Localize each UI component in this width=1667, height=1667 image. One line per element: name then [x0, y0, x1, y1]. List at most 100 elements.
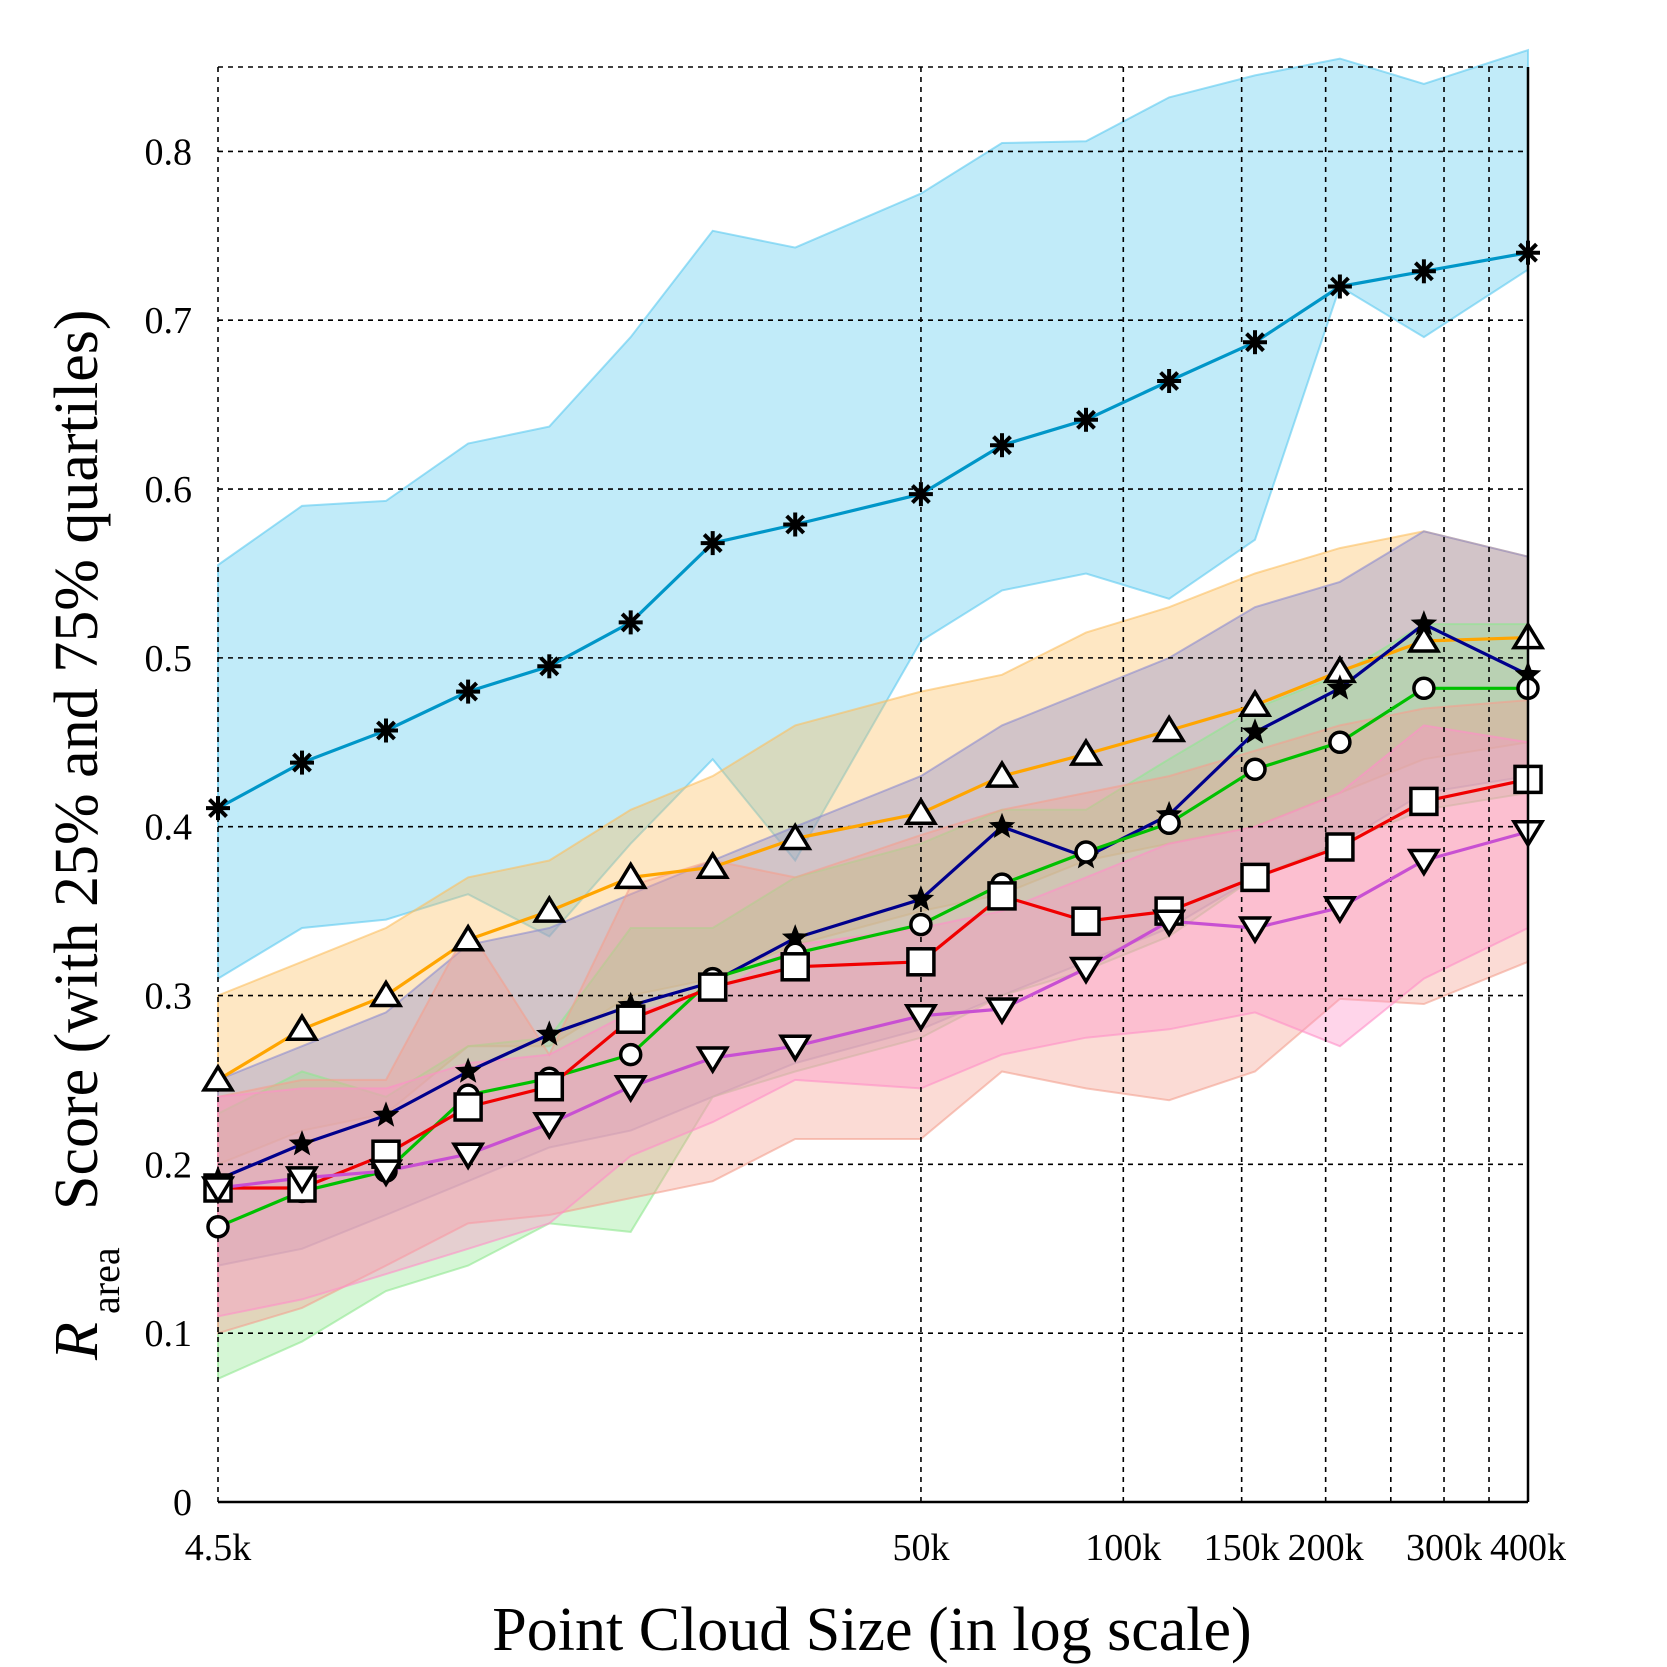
marker-series-1-point-11 — [1151, 714, 1187, 743]
marker-series-4-point-9 — [987, 881, 1017, 911]
marker-series-1-point-9 — [984, 759, 1020, 788]
grid-lines — [217, 66, 1529, 1502]
marker-series-1-point-2 — [368, 979, 404, 1008]
y-axis-label-text: Score (with 25% and 75% quartiles) — [43, 310, 111, 1210]
marker-series-3-point-0 — [206, 1215, 230, 1239]
x-tick-label-0: 4.5k — [185, 1527, 252, 1569]
marker-series-2-point-2 — [372, 1101, 400, 1127]
marker-series-5-point-14 — [1406, 848, 1442, 877]
marker-series-5-point-3 — [450, 1142, 486, 1171]
marker-series-5-point-10 — [1068, 956, 1104, 985]
y-axis-title: R area Score (with 25% and 75% quartiles… — [43, 310, 128, 1361]
marker-series-4-point-5 — [615, 1004, 646, 1034]
marker-series-2-point-9 — [988, 812, 1016, 838]
marker-series-2-point-7 — [781, 924, 809, 950]
axes — [218, 67, 1530, 1504]
marker-series-2-point-5 — [617, 991, 644, 1017]
marker-series-0-point-11 — [1157, 369, 1182, 393]
marker-series-3-point-5 — [618, 1042, 643, 1067]
marker-series-0-point-4 — [537, 654, 562, 679]
series-line-0 — [217, 251, 1529, 810]
marker-series-1-point-4 — [532, 894, 567, 923]
y-tick-label-2: 0.2 — [145, 1144, 193, 1186]
marker-series-2-point-12 — [1241, 718, 1269, 744]
marker-series-0-point-13 — [1327, 274, 1352, 299]
marker-series-4-point-6 — [697, 972, 728, 1002]
marker-series-1-point-8 — [903, 796, 939, 825]
marker-series-5-point-5 — [613, 1074, 648, 1104]
marker-series-0-point-0 — [206, 796, 230, 821]
marker-series-2-point-4 — [536, 1020, 563, 1046]
marker-series-0-point-9 — [990, 433, 1014, 458]
marker-series-4-point-3 — [453, 1092, 483, 1122]
marker-series-5-point-8 — [903, 1004, 939, 1033]
marker-series-5-point-11 — [1151, 909, 1187, 938]
marker-series-4-point-14 — [1409, 786, 1439, 817]
marker-series-5-point-0 — [200, 1176, 236, 1205]
marker-series-5-point-2 — [368, 1159, 404, 1188]
marker-series-1-point-0 — [200, 1063, 236, 1092]
marker-series-0-point-12 — [1243, 330, 1267, 355]
marker-series-1-point-5 — [613, 861, 648, 890]
marker-series-0-point-6 — [700, 531, 725, 556]
marker-series-3-point-8 — [909, 912, 933, 937]
marker-series-2-point-14 — [1410, 610, 1438, 636]
marker-series-1-point-14 — [1406, 624, 1442, 653]
x-tick-label-2: 100k — [1085, 1527, 1161, 1569]
marker-series-2-point-3 — [454, 1057, 482, 1083]
marker-series-3-point-14 — [1412, 676, 1436, 701]
series-lines — [217, 251, 1529, 1229]
marker-series-0-point-14 — [1411, 259, 1436, 284]
series-line-1 — [217, 636, 1529, 1082]
y-axis-subscript: area — [83, 1247, 128, 1314]
series-line-2 — [217, 622, 1529, 1181]
marker-series-1-point-3 — [450, 923, 486, 952]
marker-series-3-point-12 — [1243, 757, 1267, 782]
marker-series-0-point-8 — [908, 482, 933, 507]
marker-series-4-point-13 — [1325, 832, 1355, 862]
x-tick-label-6: 400k — [1490, 1527, 1566, 1569]
marker-series-3-point-10 — [1074, 840, 1098, 864]
x-tick-label-3: 150k — [1204, 1527, 1280, 1569]
marker-series-4-point-8 — [906, 947, 936, 977]
marker-series-5-point-1 — [284, 1166, 320, 1195]
marker-series-1-point-12 — [1237, 688, 1273, 717]
marker-series-2-point-13 — [1326, 674, 1354, 700]
y-tick-label-7: 0.7 — [145, 300, 193, 342]
marker-series-4-point-12 — [1240, 862, 1270, 893]
y-tick-label-6: 0.6 — [145, 469, 193, 511]
marker-series-5-point-12 — [1237, 916, 1273, 945]
marker-series-0-point-10 — [1074, 407, 1098, 432]
marker-series-4-point-7 — [780, 952, 810, 982]
tick-labels: 0 0.1 0.2 0.3 0.4 0.5 0.6 0.7 0.8 4.5k 50k 100k 150k… — [145, 131, 1567, 1569]
marker-series-1-point-1 — [284, 1012, 320, 1042]
marker-series-5-point-7 — [778, 1034, 813, 1063]
marker-series-5-point-6 — [695, 1046, 730, 1075]
marker-series-0-point-7 — [783, 512, 808, 537]
marker-series-0-point-5 — [618, 610, 643, 635]
x-tick-label-1: 50k — [892, 1527, 949, 1569]
x-tick-label-4: 200k — [1288, 1527, 1364, 1569]
marker-series-1-point-6 — [695, 850, 730, 879]
marker-series-2-point-8 — [907, 885, 935, 911]
series-line-3 — [217, 686, 1528, 1229]
series-line-4 — [218, 777, 1529, 1190]
marker-series-2-point-1 — [288, 1130, 316, 1156]
y-axis-symbol: R — [43, 1322, 111, 1361]
marker-series-0-point-3 — [456, 679, 481, 704]
marker-series-3-point-13 — [1328, 730, 1352, 755]
marker-series-5-point-9 — [984, 997, 1020, 1026]
marker-series-4-point-10 — [1071, 906, 1101, 936]
y-tick-label-5: 0.5 — [145, 638, 193, 680]
series-line-5 — [217, 830, 1529, 1190]
marker-series-1-point-7 — [778, 822, 813, 851]
marker-series-1-point-10 — [1068, 737, 1104, 766]
y-tick-label-0: 0 — [173, 1482, 192, 1524]
x-axis-title: Point Cloud Size (in log scale) — [492, 1596, 1251, 1664]
marker-series-4-point-4 — [534, 1071, 565, 1102]
marker-series-3-point-11 — [1157, 811, 1181, 836]
y-tick-label-8: 0.8 — [145, 131, 193, 173]
y-tick-label-3: 0.3 — [145, 976, 193, 1018]
